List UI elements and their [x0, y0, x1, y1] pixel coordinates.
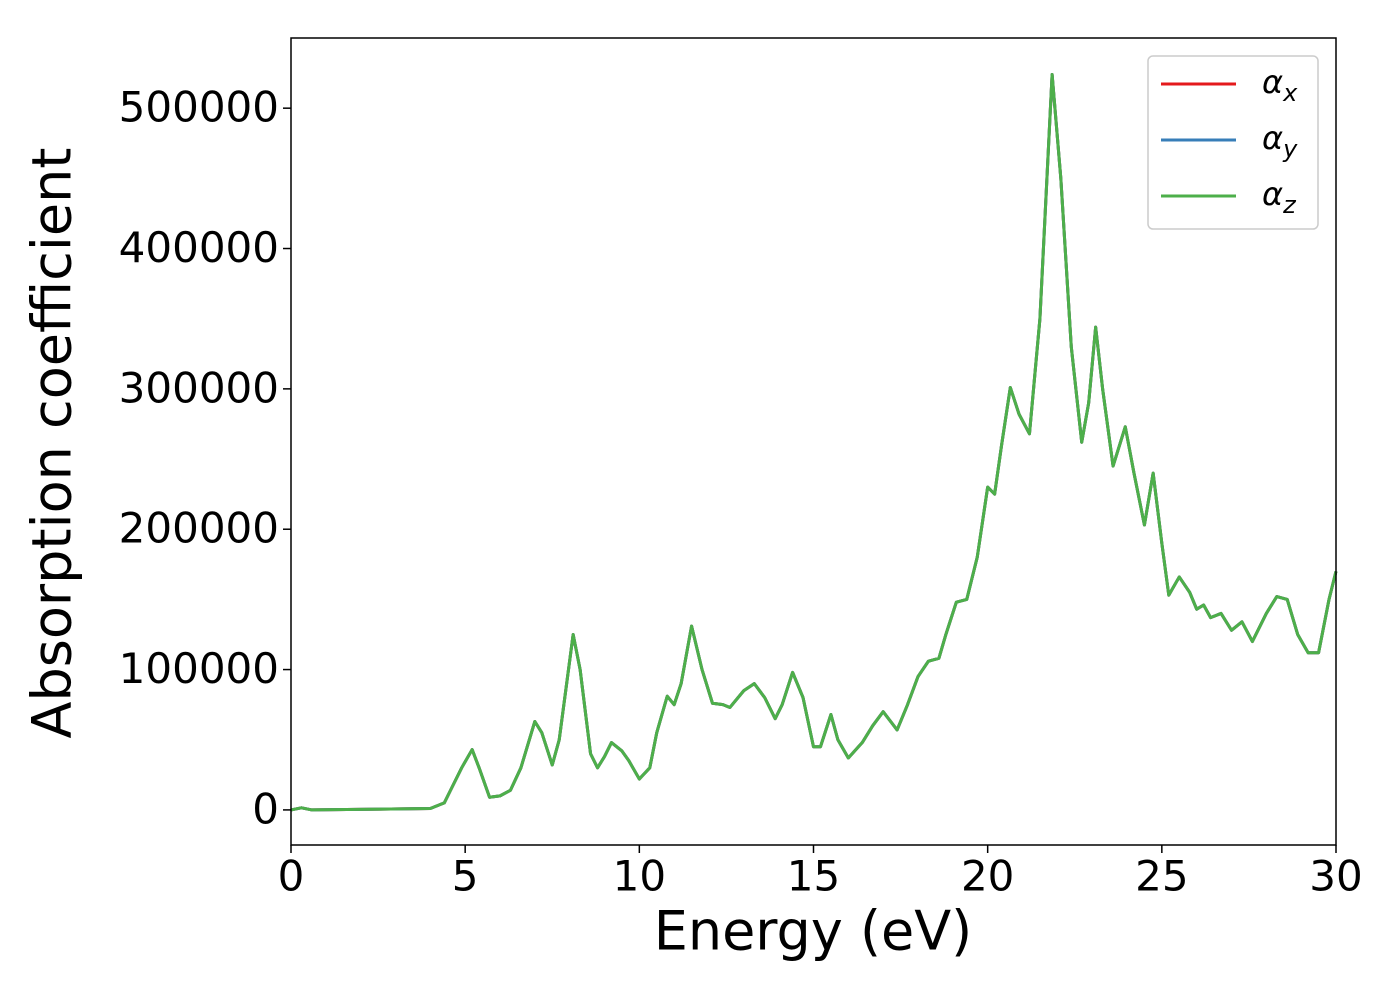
x-tick-label: 20: [961, 852, 1014, 901]
x-tick-label: 25: [1135, 852, 1188, 901]
y-tick-label: 300000: [119, 363, 279, 412]
x-tick-label: 0: [278, 852, 305, 901]
x-tick-label: 30: [1309, 852, 1362, 901]
legend: αx αy αz: [1147, 55, 1319, 230]
y-tick-label: 0: [252, 784, 279, 833]
legend-label: αx: [1262, 63, 1298, 107]
y-tick-label: 500000: [119, 83, 279, 132]
plot-frame: [290, 37, 1337, 846]
series-line: [290, 72, 1338, 812]
y-tick-label: 200000: [119, 504, 279, 553]
legend-box: [1147, 55, 1319, 230]
x-tick-label: 15: [787, 852, 840, 901]
y-tick-label: 100000: [119, 644, 279, 693]
y-tick-label: 400000: [119, 223, 279, 272]
x-axis-label: Energy (eV): [654, 900, 973, 963]
x-tick-label: 10: [613, 852, 666, 901]
legend-label: αy: [1262, 119, 1298, 163]
legend-label: αz: [1262, 175, 1297, 219]
x-tick-label: 5: [452, 852, 479, 901]
y-axis-label: Absorption coefficient: [21, 148, 84, 739]
